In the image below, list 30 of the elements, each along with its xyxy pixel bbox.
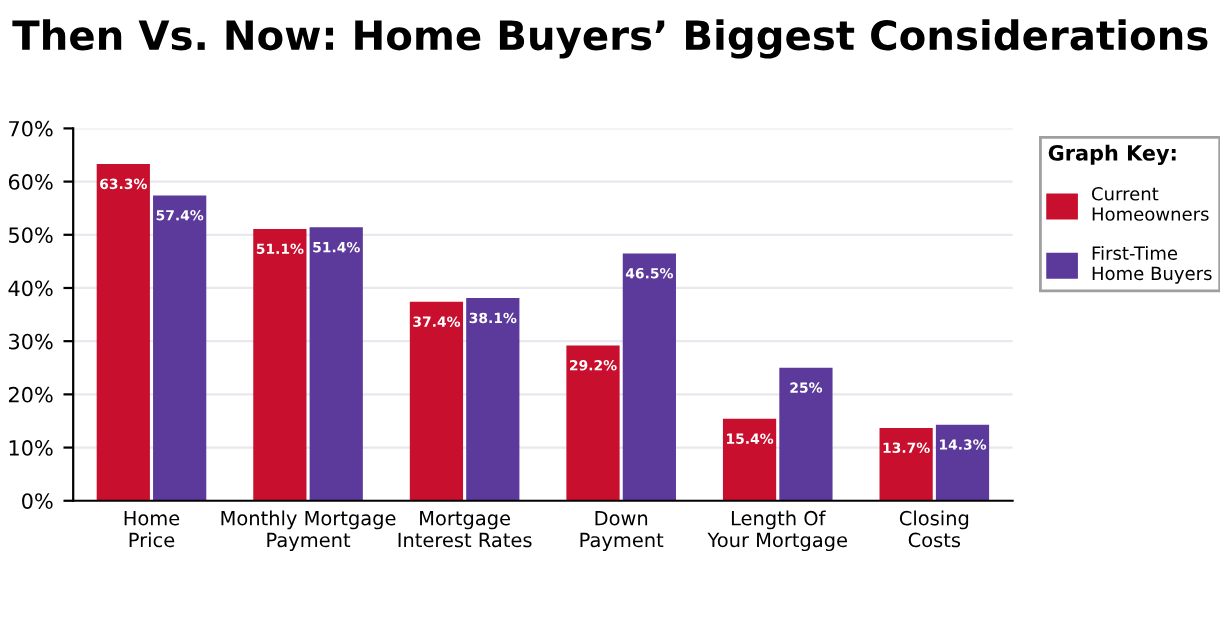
bar (309, 227, 363, 501)
x-tick-label: Mortgage Interest Rates (398, 511, 532, 548)
bar (779, 367, 833, 501)
y-tick-label: 30% (9, 333, 53, 350)
x-tick-label: Home Price (124, 511, 180, 548)
bar (879, 427, 933, 501)
y-tick-label: 60% (8, 174, 53, 190)
y-tick-label: 50% (9, 227, 53, 243)
bar (96, 164, 150, 501)
y-tick-label: 20% (8, 386, 53, 403)
chart-title: Then Vs. Now: Home Buyers’ Biggest Considerations (12, 19, 1208, 59)
bar (566, 345, 620, 501)
y-tick-label: 40% (8, 280, 53, 297)
x-tick-label: Down Payment (580, 511, 664, 552)
y-tick-label: 0% (22, 493, 53, 509)
x-tick-label: Closing Costs (899, 510, 969, 548)
bar (935, 424, 990, 501)
bar (253, 228, 307, 501)
x-tick-label: Monthly Mortgage Payment (221, 510, 396, 552)
y-tick-label: 70% (9, 120, 53, 137)
y-tick-label: 10% (9, 440, 53, 456)
bar (722, 418, 777, 501)
bar (153, 195, 207, 501)
x-tick-label: Length Of Your Mortgage (707, 510, 847, 552)
bar (466, 298, 520, 501)
bar (622, 253, 676, 501)
legend-label: Current Homeowners (1091, 186, 1209, 221)
bar (409, 301, 464, 501)
legend-title: Graph Key: (1048, 144, 1176, 165)
legend-label: First-Time Home Buyers (1092, 246, 1212, 284)
